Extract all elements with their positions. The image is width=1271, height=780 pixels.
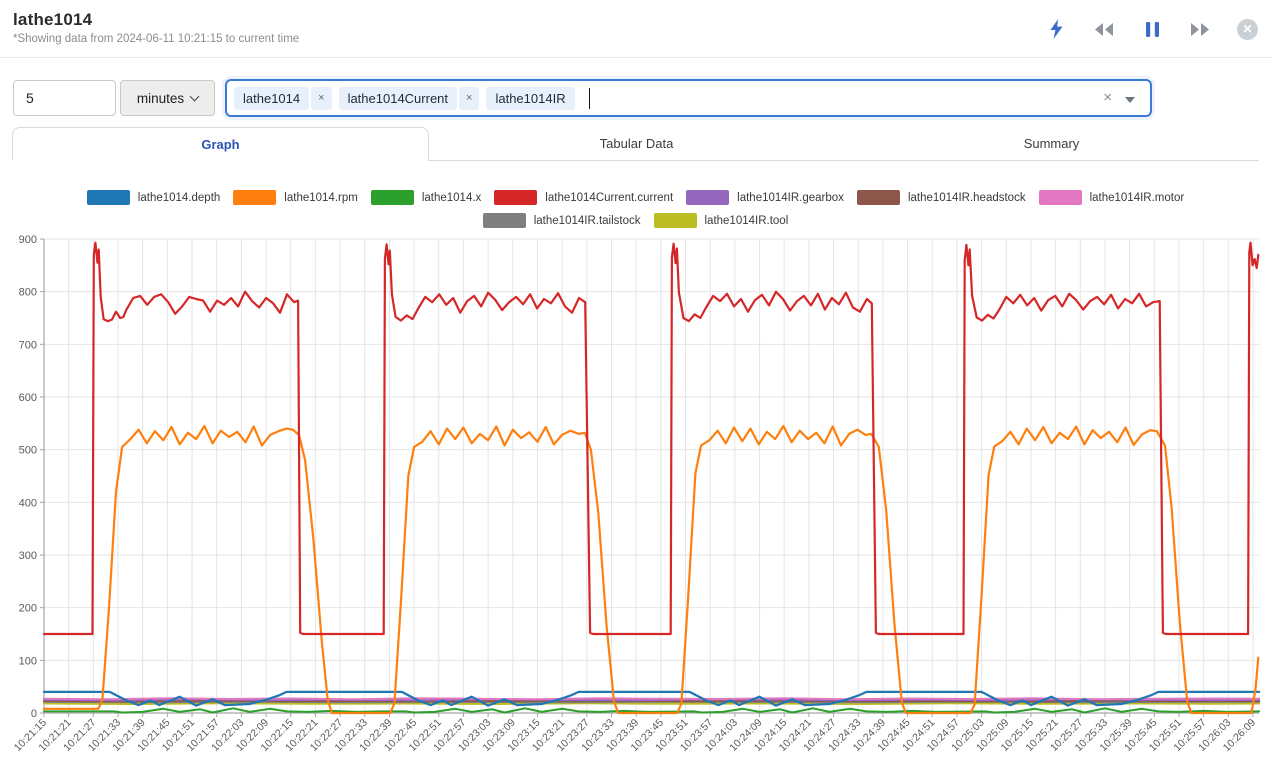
y-tick-label: 400 — [19, 497, 37, 509]
y-tick-label: 700 — [19, 339, 37, 351]
y-tick-label: 900 — [19, 234, 37, 246]
timeseries-chart: 010020030040050060070080090010:21:1510:2… — [12, 234, 1261, 754]
close-icon: ✕ — [1242, 22, 1253, 36]
tab-graph[interactable]: Graph — [12, 127, 429, 161]
chevron-down-icon — [189, 91, 200, 101]
live-lightning-button[interactable] — [1045, 17, 1067, 41]
clear-all-icon[interactable]: × — [1103, 89, 1112, 106]
legend-item: lathe1014IR.tailstock — [482, 213, 641, 228]
legend-label: lathe1014.x — [421, 191, 482, 204]
legend-swatch — [686, 190, 730, 205]
lightning-icon — [1050, 19, 1062, 39]
legend-label: lathe1014IR.headstock — [907, 191, 1026, 204]
dropdown-caret-icon[interactable] — [1125, 97, 1135, 103]
fast-forward-icon — [1191, 22, 1209, 36]
tab-summary[interactable]: Summary — [844, 127, 1259, 161]
playback-toolbar: ✕ — [1045, 0, 1258, 58]
header: lathe1014 *Showing data from 2024-06-11 … — [0, 0, 1271, 58]
tag-label: lathe1014IR — [486, 86, 575, 110]
close-button[interactable]: ✕ — [1237, 18, 1258, 40]
series-line-lathe1014.depth — [42, 690, 1261, 707]
y-tick-label: 600 — [19, 392, 37, 404]
legend-swatch — [1038, 190, 1082, 205]
chart-legend-row-2: lathe1014IR.tailstock lathe1014IR.tool — [0, 213, 1271, 228]
legend-swatch — [856, 190, 900, 205]
page-title: lathe1014 — [13, 10, 93, 29]
chart-legend-row-1: lathe1014.depth lathe1014.rpm lathe1014.x l… — [0, 190, 1271, 205]
series-multiselect[interactable]: lathe1014 × lathe1014Current × lathe1014… — [225, 79, 1152, 117]
interval-unit-select[interactable]: minutes — [120, 80, 215, 116]
tag-label: lathe1014 — [234, 86, 310, 110]
series-line-lathe1014IR.tool — [43, 702, 1261, 705]
series-line-lathe1014IR.motor — [43, 697, 1261, 701]
y-tick-label: 800 — [19, 287, 37, 299]
legend-swatch — [233, 190, 277, 205]
y-tick-label: 100 — [19, 655, 37, 667]
legend-item: lathe1014IR.tool — [653, 213, 789, 228]
rewind-icon — [1095, 22, 1113, 36]
legend-item: lathe1014.depth — [86, 190, 221, 205]
y-tick-label: 500 — [19, 445, 37, 457]
legend-label: lathe1014Current.current — [545, 191, 674, 204]
tag-label: lathe1014Current — [338, 86, 458, 110]
series-line-lathe1014.rpm — [42, 424, 1260, 715]
y-tick-label: 200 — [19, 603, 37, 615]
legend-swatch — [370, 190, 414, 205]
pause-button[interactable] — [1141, 17, 1163, 41]
legend-label: lathe1014.rpm — [284, 191, 358, 204]
legend-swatch — [482, 213, 526, 228]
series-line-lathe1014Current.current — [42, 241, 1260, 636]
legend-label: lathe1014.depth — [137, 191, 221, 204]
legend-label: lathe1014IR.gearbox — [737, 191, 844, 204]
y-tick-label: 0 — [31, 708, 37, 720]
legend-item: lathe1014IR.motor — [1038, 190, 1185, 205]
legend-label: lathe1014IR.tool — [704, 214, 789, 227]
legend-label: lathe1014IR.motor — [1089, 191, 1185, 204]
selected-tag: lathe1014Current × — [338, 86, 480, 110]
tag-remove-icon[interactable]: × — [459, 86, 480, 110]
rewind-button[interactable] — [1093, 17, 1115, 41]
text-caret — [588, 87, 591, 109]
fast-forward-button[interactable] — [1189, 17, 1211, 41]
legend-swatch — [494, 190, 538, 205]
interval-unit-label: minutes — [136, 90, 185, 106]
legend-item: lathe1014Current.current — [494, 190, 673, 205]
legend-item: lathe1014.rpm — [233, 190, 358, 205]
interval-value-input[interactable] — [13, 80, 116, 116]
tab-bar: Graph Tabular Data Summary — [12, 127, 1259, 161]
pause-icon — [1145, 21, 1159, 37]
legend-item: lathe1014.x — [370, 190, 482, 205]
tag-remove-icon[interactable]: × — [311, 86, 332, 110]
legend-swatch — [653, 213, 697, 228]
tab-tabular-data[interactable]: Tabular Data — [429, 127, 844, 161]
data-range-subtitle: *Showing data from 2024-06-11 10:21:15 t… — [13, 33, 300, 45]
selected-tag: lathe1014IR — [486, 86, 575, 110]
y-tick-label: 300 — [19, 550, 37, 562]
selected-tag: lathe1014 × — [234, 86, 332, 110]
series-line-lathe1014.x — [43, 707, 1261, 714]
legend-swatch — [86, 190, 130, 205]
legend-item: lathe1014IR.gearbox — [686, 190, 844, 205]
legend-item: lathe1014IR.headstock — [856, 190, 1026, 205]
legend-label: lathe1014IR.tailstock — [533, 214, 641, 227]
